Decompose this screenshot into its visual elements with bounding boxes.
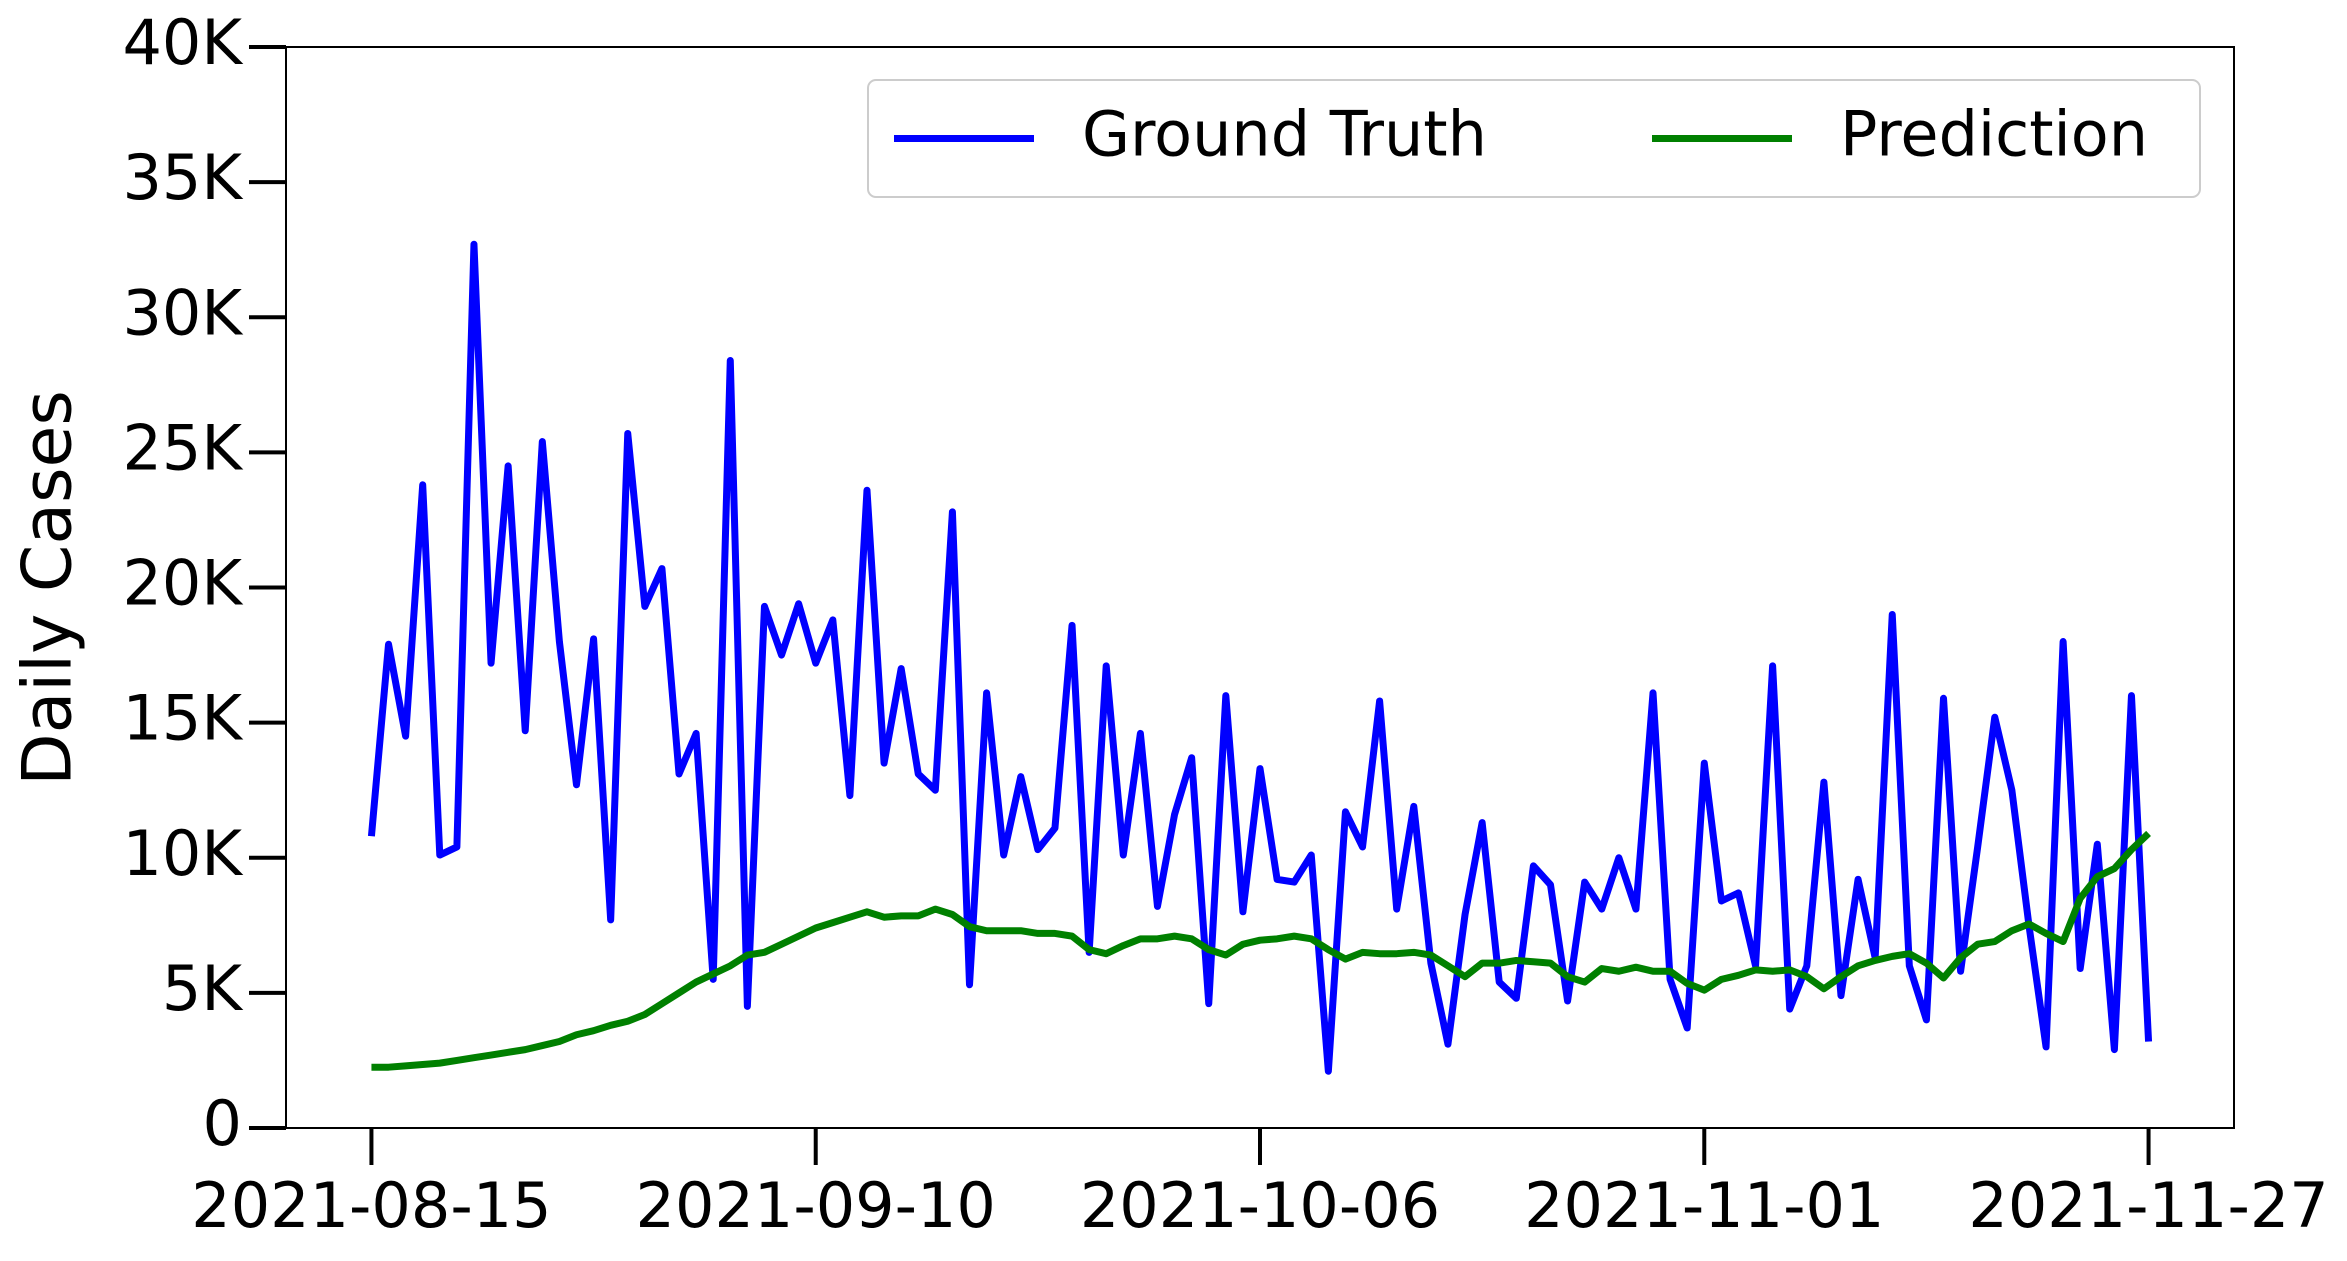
x-tick-label: 2021-11-01 bbox=[1524, 1169, 1884, 1242]
legend-box bbox=[867, 79, 2201, 198]
y-tick-label: 35K bbox=[122, 141, 243, 214]
y-tick-label: 5K bbox=[162, 952, 243, 1025]
y-tick-label: 20K bbox=[122, 547, 243, 620]
x-tick-label: 2021-11-27 bbox=[1968, 1169, 2328, 1242]
y-axis-label: Daily Cases bbox=[9, 390, 88, 786]
y-tick-label: 0 bbox=[203, 1087, 242, 1160]
x-tick-label: 2021-08-15 bbox=[191, 1169, 551, 1242]
legend-label: Ground Truth bbox=[1082, 98, 1487, 171]
y-tick-label: 30K bbox=[122, 276, 243, 349]
y-tick-label: 40K bbox=[122, 6, 243, 79]
series-line bbox=[367, 240, 2153, 1075]
x-tick-label: 2021-09-10 bbox=[636, 1169, 996, 1242]
series-line bbox=[371, 830, 2151, 1071]
y-tick-label: 15K bbox=[122, 682, 243, 755]
x-tick-label: 2021-10-06 bbox=[1080, 1169, 1440, 1242]
legend-label: Prediction bbox=[1840, 98, 2148, 171]
y-tick-label: 10K bbox=[122, 817, 243, 890]
y-tick-label: 25K bbox=[122, 411, 243, 484]
